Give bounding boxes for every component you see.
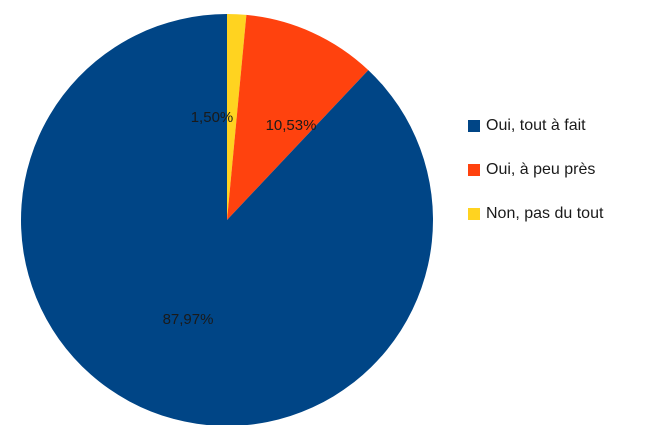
legend-swatch (468, 120, 480, 132)
legend: Oui, tout à fait Oui, à peu près Non, pa… (468, 116, 646, 248)
legend-swatch (468, 164, 480, 176)
legend-item: Oui, tout à fait (468, 116, 646, 136)
legend-label: Oui, à peu près (486, 161, 596, 178)
pie-slice (21, 14, 433, 425)
slice-labels: 1,50% 10,53% 87,97% (163, 109, 317, 328)
slice-label: 10,53% (266, 117, 317, 134)
pie-slice (227, 14, 247, 220)
pie-slices (21, 14, 433, 425)
legend-label: Oui, tout à fait (486, 117, 586, 134)
legend-swatch (468, 208, 480, 220)
slice-label: 87,97% (163, 311, 214, 328)
legend-item: Oui, à peu près (468, 160, 646, 180)
slice-label: 1,50% (191, 109, 234, 126)
pie-slice (227, 14, 369, 221)
legend-label: Non, pas du tout (486, 205, 604, 222)
legend-item: Non, pas du tout (468, 204, 646, 224)
